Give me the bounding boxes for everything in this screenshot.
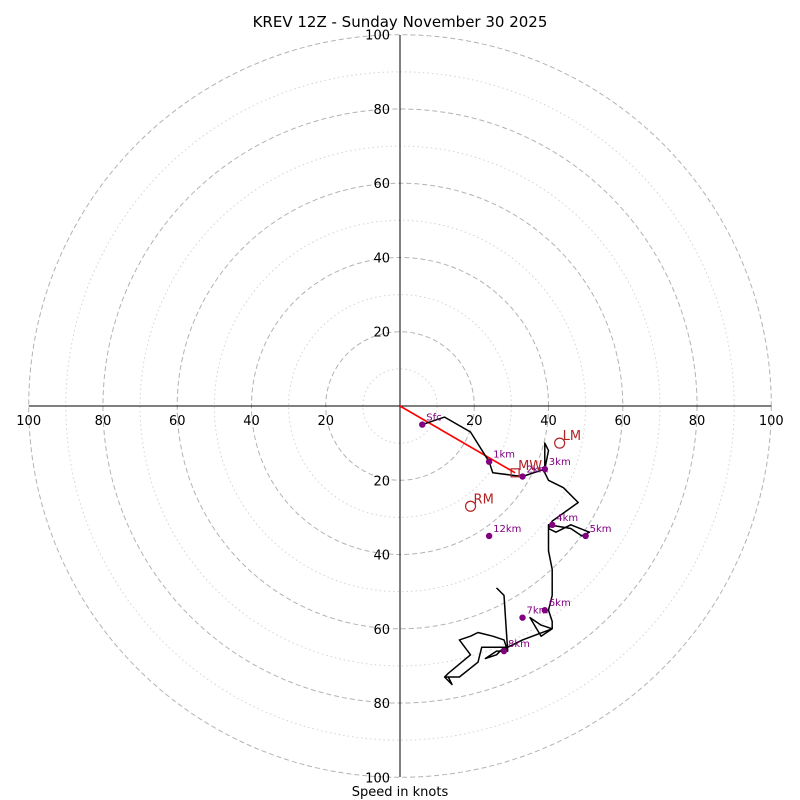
storm-marker-LM [554,437,566,449]
x-tick-label: 100 [759,414,784,429]
chart-title: KREV 12Z - Sunday November 30 2025 [253,13,548,31]
x-tick-label: 80 [95,414,112,429]
hodograph-line [422,416,591,686]
x-tick-label: 100 [16,414,41,429]
height-marker-5km [582,532,589,540]
storm-marker-MW [510,468,520,478]
height-label-Sfc: Sfc [426,413,441,424]
height-marker-1km [485,458,493,465]
x-tick-label: 40 [540,414,557,429]
storm-motion-markers: LM MW RM [464,429,581,512]
x-axis-label: Speed in knots [352,785,449,800]
height-label-2km: 2km [527,465,549,476]
storm-label-RM: RM [474,492,494,507]
height-marker-12km [485,532,493,540]
y-tick-label: 20 [373,474,390,489]
y-tick-label: 80 [373,697,390,712]
x-tick-label: 20 [466,414,483,429]
shear-vector [399,405,516,474]
x-tick-label: 20 [317,414,334,429]
height-label-7km: 7km [527,606,549,617]
y-tick-label: 100 [365,771,390,786]
height-marker-2km [519,473,526,480]
x-tick-label: 60 [169,414,186,429]
height-marker-4km [549,521,556,529]
storm-marker-RM [464,500,477,512]
height-marker-7km [519,614,526,621]
y-tick-label: 100 [365,29,390,44]
height-label-8km: 8km [508,639,530,650]
storm-label-LM: LM [563,429,581,444]
shear-line [399,405,516,474]
height-label-5km: 5km [590,524,612,535]
hodograph-trace [422,416,591,686]
y-tick-label: 40 [373,251,390,266]
height-marker-3km [541,465,549,473]
x-tick-label: 60 [615,414,632,429]
height-label-12km: 12km [493,524,521,535]
height-label-1km: 1km [493,450,515,461]
height-marker-6km [541,607,549,614]
height-marker-Sfc [419,421,426,428]
x-tick-label: 40 [243,414,260,429]
x-tick-label: 80 [689,414,706,429]
y-tick-label: 40 [373,549,390,564]
height-label-6km: 6km [549,598,571,609]
y-tick-label: 20 [373,326,390,341]
tick-labels: 100 80 60 40 20 20 40 60 80 100 100 80 60 40 20 20 40 60 8… [16,29,783,787]
storm-label-MW: MW [518,459,542,474]
height-label-3km: 3km [549,457,571,468]
y-tick-label: 60 [373,177,390,192]
height-label-4km: 4km [556,513,578,524]
y-tick-label: 80 [373,103,390,118]
height-marker-8km [500,647,508,655]
y-tick-label: 60 [373,623,390,638]
